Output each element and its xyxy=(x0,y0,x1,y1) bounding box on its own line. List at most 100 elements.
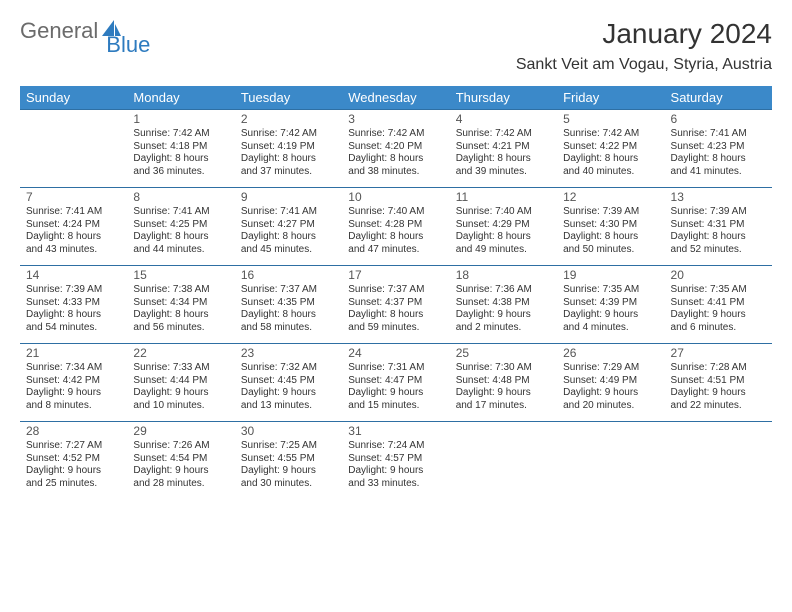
calendar-day-cell: 9Sunrise: 7:41 AMSunset: 4:27 PMDaylight… xyxy=(235,188,342,266)
day-number: 27 xyxy=(671,346,766,361)
sunrise-text: Sunrise: 7:31 AM xyxy=(348,362,443,375)
sunrise-text: Sunrise: 7:41 AM xyxy=(671,128,766,141)
daylight-text: and 39 minutes. xyxy=(456,166,551,179)
header-row: General Blue January 2024 Sankt Veit am … xyxy=(20,18,772,74)
sunrise-text: Sunrise: 7:42 AM xyxy=(241,128,336,141)
sunset-text: Sunset: 4:20 PM xyxy=(348,141,443,154)
calendar-day-cell: 7Sunrise: 7:41 AMSunset: 4:24 PMDaylight… xyxy=(20,188,127,266)
sunrise-text: Sunrise: 7:36 AM xyxy=(456,284,551,297)
sunset-text: Sunset: 4:27 PM xyxy=(241,219,336,232)
weekday-header: Tuesday xyxy=(235,86,342,110)
sunset-text: Sunset: 4:41 PM xyxy=(671,297,766,310)
calendar-day-cell: 23Sunrise: 7:32 AMSunset: 4:45 PMDayligh… xyxy=(235,344,342,422)
daylight-text: Daylight: 9 hours xyxy=(241,465,336,478)
day-number: 19 xyxy=(563,268,658,283)
calendar-day-cell: 19Sunrise: 7:35 AMSunset: 4:39 PMDayligh… xyxy=(557,266,664,344)
daylight-text: and 49 minutes. xyxy=(456,244,551,257)
day-number: 23 xyxy=(241,346,336,361)
sunrise-text: Sunrise: 7:29 AM xyxy=(563,362,658,375)
calendar-header: Sunday Monday Tuesday Wednesday Thursday… xyxy=(20,86,772,110)
daylight-text: Daylight: 9 hours xyxy=(348,387,443,400)
daylight-text: and 38 minutes. xyxy=(348,166,443,179)
daylight-text: Daylight: 9 hours xyxy=(133,387,228,400)
day-number: 20 xyxy=(671,268,766,283)
daylight-text: and 58 minutes. xyxy=(241,322,336,335)
daylight-text: Daylight: 9 hours xyxy=(26,387,121,400)
daylight-text: and 47 minutes. xyxy=(348,244,443,257)
calendar-day-cell: 13Sunrise: 7:39 AMSunset: 4:31 PMDayligh… xyxy=(665,188,772,266)
day-number: 22 xyxy=(133,346,228,361)
daylight-text: Daylight: 8 hours xyxy=(133,231,228,244)
sunset-text: Sunset: 4:48 PM xyxy=(456,375,551,388)
calendar-week-row: 21Sunrise: 7:34 AMSunset: 4:42 PMDayligh… xyxy=(20,344,772,422)
weekday-header: Thursday xyxy=(450,86,557,110)
sunrise-text: Sunrise: 7:40 AM xyxy=(348,206,443,219)
calendar-day-cell: 20Sunrise: 7:35 AMSunset: 4:41 PMDayligh… xyxy=(665,266,772,344)
daylight-text: Daylight: 8 hours xyxy=(241,309,336,322)
sunrise-text: Sunrise: 7:37 AM xyxy=(348,284,443,297)
sunrise-text: Sunrise: 7:30 AM xyxy=(456,362,551,375)
sunset-text: Sunset: 4:39 PM xyxy=(563,297,658,310)
sunrise-text: Sunrise: 7:42 AM xyxy=(563,128,658,141)
daylight-text: Daylight: 8 hours xyxy=(133,153,228,166)
daylight-text: Daylight: 9 hours xyxy=(671,387,766,400)
day-number: 31 xyxy=(348,424,443,439)
sunset-text: Sunset: 4:30 PM xyxy=(563,219,658,232)
weekday-header: Saturday xyxy=(665,86,772,110)
daylight-text: and 43 minutes. xyxy=(26,244,121,257)
sunrise-text: Sunrise: 7:40 AM xyxy=(456,206,551,219)
day-number: 24 xyxy=(348,346,443,361)
daylight-text: Daylight: 9 hours xyxy=(456,387,551,400)
sunset-text: Sunset: 4:49 PM xyxy=(563,375,658,388)
daylight-text: and 28 minutes. xyxy=(133,478,228,491)
sunrise-text: Sunrise: 7:33 AM xyxy=(133,362,228,375)
day-number: 14 xyxy=(26,268,121,283)
sunrise-text: Sunrise: 7:42 AM xyxy=(133,128,228,141)
sunset-text: Sunset: 4:51 PM xyxy=(671,375,766,388)
sunrise-text: Sunrise: 7:25 AM xyxy=(241,440,336,453)
daylight-text: and 30 minutes. xyxy=(241,478,336,491)
day-number: 29 xyxy=(133,424,228,439)
calendar-day-cell: 26Sunrise: 7:29 AMSunset: 4:49 PMDayligh… xyxy=(557,344,664,422)
day-number: 17 xyxy=(348,268,443,283)
weekday-header: Friday xyxy=(557,86,664,110)
calendar-day-cell: 14Sunrise: 7:39 AMSunset: 4:33 PMDayligh… xyxy=(20,266,127,344)
daylight-text: and 33 minutes. xyxy=(348,478,443,491)
daylight-text: and 45 minutes. xyxy=(241,244,336,257)
weekday-header: Wednesday xyxy=(342,86,449,110)
sunrise-text: Sunrise: 7:34 AM xyxy=(26,362,121,375)
daylight-text: Daylight: 8 hours xyxy=(456,231,551,244)
sunset-text: Sunset: 4:19 PM xyxy=(241,141,336,154)
daylight-text: and 20 minutes. xyxy=(563,400,658,413)
calendar-day-cell: 24Sunrise: 7:31 AMSunset: 4:47 PMDayligh… xyxy=(342,344,449,422)
sunrise-text: Sunrise: 7:39 AM xyxy=(563,206,658,219)
calendar-body: 1Sunrise: 7:42 AMSunset: 4:18 PMDaylight… xyxy=(20,110,772,500)
sunset-text: Sunset: 4:45 PM xyxy=(241,375,336,388)
sunset-text: Sunset: 4:44 PM xyxy=(133,375,228,388)
sunset-text: Sunset: 4:37 PM xyxy=(348,297,443,310)
day-number: 16 xyxy=(241,268,336,283)
day-number: 4 xyxy=(456,112,551,127)
day-number: 8 xyxy=(133,190,228,205)
daylight-text: and 6 minutes. xyxy=(671,322,766,335)
day-number: 1 xyxy=(133,112,228,127)
day-number: 28 xyxy=(26,424,121,439)
sunset-text: Sunset: 4:38 PM xyxy=(456,297,551,310)
sunset-text: Sunset: 4:42 PM xyxy=(26,375,121,388)
daylight-text: Daylight: 8 hours xyxy=(563,153,658,166)
calendar-day-cell: 5Sunrise: 7:42 AMSunset: 4:22 PMDaylight… xyxy=(557,110,664,188)
calendar-table: Sunday Monday Tuesday Wednesday Thursday… xyxy=(20,86,772,500)
calendar-day-cell: 27Sunrise: 7:28 AMSunset: 4:51 PMDayligh… xyxy=(665,344,772,422)
sunset-text: Sunset: 4:25 PM xyxy=(133,219,228,232)
day-number: 2 xyxy=(241,112,336,127)
daylight-text: Daylight: 9 hours xyxy=(456,309,551,322)
calendar-day-cell: 15Sunrise: 7:38 AMSunset: 4:34 PMDayligh… xyxy=(127,266,234,344)
calendar-day-cell xyxy=(450,422,557,500)
daylight-text: Daylight: 9 hours xyxy=(133,465,228,478)
sunset-text: Sunset: 4:18 PM xyxy=(133,141,228,154)
daylight-text: Daylight: 9 hours xyxy=(241,387,336,400)
daylight-text: and 17 minutes. xyxy=(456,400,551,413)
daylight-text: and 37 minutes. xyxy=(241,166,336,179)
day-number: 25 xyxy=(456,346,551,361)
calendar-day-cell: 29Sunrise: 7:26 AMSunset: 4:54 PMDayligh… xyxy=(127,422,234,500)
